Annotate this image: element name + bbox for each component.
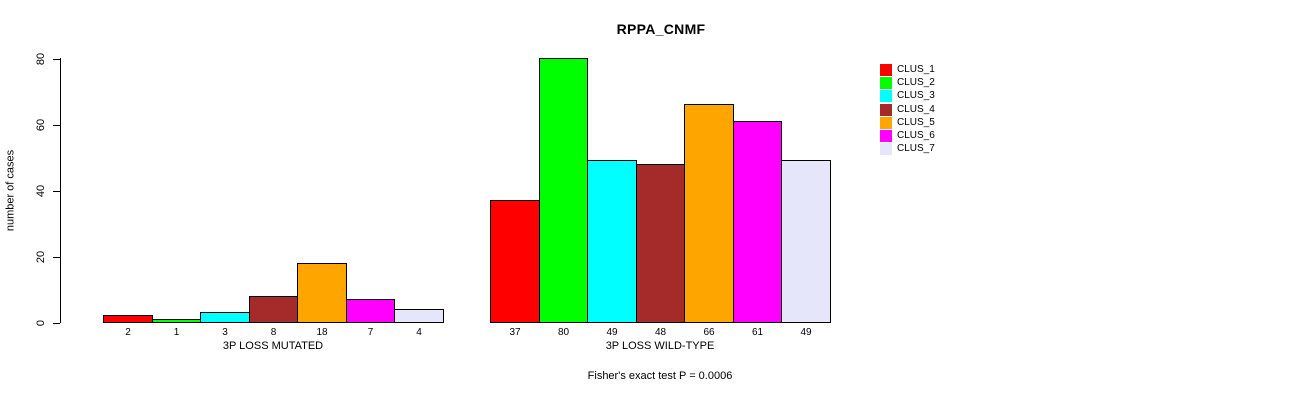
bar-value-label: 80 xyxy=(557,327,570,338)
bar-value-label: 18 xyxy=(316,327,328,338)
bar-value-label: 66 xyxy=(703,327,715,338)
bar-value-label: 49 xyxy=(800,327,812,338)
legend-label: CLUS_3 xyxy=(897,90,935,101)
bar-value-label: 1 xyxy=(173,327,180,338)
legend-label: CLUS_6 xyxy=(897,130,935,141)
bar-value-label: 48 xyxy=(654,327,667,338)
y-axis-line xyxy=(60,58,61,323)
y-tick-label: 60 xyxy=(35,118,47,132)
legend-swatch xyxy=(880,143,892,155)
bar-clus_1 xyxy=(103,315,153,323)
legend-label: CLUS_7 xyxy=(897,143,935,154)
bar-value-label: 4 xyxy=(416,327,422,338)
bar-clus_2 xyxy=(152,319,201,323)
y-tick xyxy=(53,257,60,258)
fisher-test-annotation: Fisher's exact test P = 0.0006 xyxy=(587,370,733,382)
bar-value-label: 7 xyxy=(367,327,374,338)
y-tick xyxy=(53,191,60,192)
bar-clus_3 xyxy=(200,312,250,323)
legend-label: CLUS_1 xyxy=(897,64,935,75)
bar-value-label: 61 xyxy=(751,327,764,338)
bar-clus_7 xyxy=(394,309,444,323)
bar-clus_1 xyxy=(490,200,540,323)
bar-value-label: 49 xyxy=(606,327,618,338)
y-tick-label: 80 xyxy=(35,52,47,66)
bar-clus_4 xyxy=(249,296,298,323)
y-tick xyxy=(53,125,60,126)
legend-swatch xyxy=(880,64,892,76)
bar-clus_7 xyxy=(781,160,831,323)
bar-clus_6 xyxy=(346,299,395,323)
legend-label: CLUS_4 xyxy=(897,104,935,115)
bar-clus_2 xyxy=(539,58,588,323)
bar-clus_6 xyxy=(733,121,782,323)
bar-value-label: 2 xyxy=(125,327,131,338)
legend-label: CLUS_2 xyxy=(897,77,935,88)
legend-label: CLUS_5 xyxy=(897,117,935,128)
x-axis-group-label: 3P LOSS MUTATED xyxy=(222,340,324,352)
legend-swatch xyxy=(880,130,892,142)
chart-title: RPPA_CNMF xyxy=(616,21,706,37)
bar-value-label: 3 xyxy=(222,327,228,338)
y-tick-label: 40 xyxy=(35,184,47,198)
bar-clus_4 xyxy=(636,164,685,323)
y-tick-label: 0 xyxy=(35,319,47,327)
legend-swatch xyxy=(880,90,892,102)
y-tick-label: 20 xyxy=(35,250,47,264)
legend-swatch xyxy=(880,77,892,89)
bar-value-label: 8 xyxy=(270,327,277,338)
bar-clus_5 xyxy=(297,263,347,323)
y-axis-label: number of cases xyxy=(4,149,17,232)
x-axis-group-label: 3P LOSS WILD-TYPE xyxy=(605,340,715,352)
legend: CLUS_1 CLUS_2 CLUS_3 CLUS_4 CLUS_5 CLUS_6 CLUS… xyxy=(880,64,1000,164)
y-tick xyxy=(53,59,60,60)
bar-value-label: 37 xyxy=(509,327,521,338)
bar-clus_3 xyxy=(587,160,637,323)
legend-swatch xyxy=(880,117,892,129)
bar-clus_5 xyxy=(684,104,734,323)
legend-swatch xyxy=(880,104,892,116)
y-tick xyxy=(53,323,60,324)
